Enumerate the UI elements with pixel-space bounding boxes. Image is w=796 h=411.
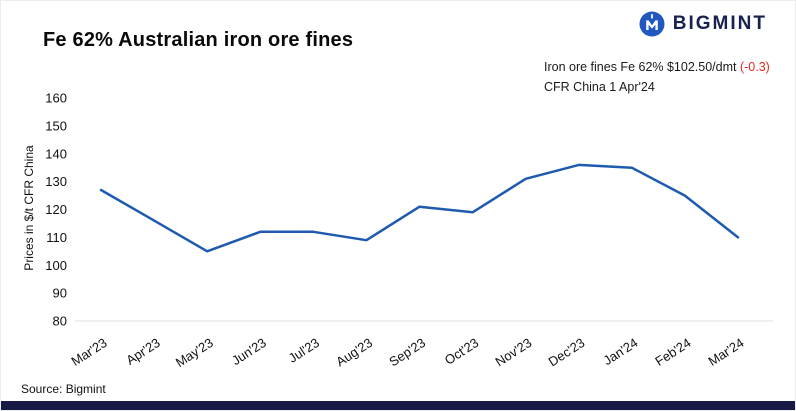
chart-title: Fe 62% Australian iron ore fines <box>43 29 354 51</box>
x-tick-label: Jul'23 <box>286 335 322 366</box>
x-tick-label: Apr'23 <box>123 335 162 368</box>
y-tick-label: 80 <box>53 314 67 329</box>
bigmint-logo-icon <box>639 11 665 37</box>
x-tick-label: Mar'23 <box>68 335 109 369</box>
price-line-chart: 80 90 100 110 120 130 140 150 160 Mar'23 Apr'23 May… <box>45 91 773 370</box>
y-tick-label: 120 <box>45 202 67 217</box>
x-tick-label: Nov'23 <box>493 335 535 369</box>
y-axis-title: Prices in $/t CFR China <box>22 145 36 271</box>
price-annotation: Iron ore fines Fe 62% $102.50/dmt (-0.3)… <box>544 57 770 97</box>
bigmint-logo: BIGMINT <box>639 11 767 37</box>
y-tick-label: 100 <box>45 258 67 273</box>
footer-bar <box>1 401 795 410</box>
x-tick-label: Feb'24 <box>652 335 693 369</box>
bigmint-brand-name: BIGMINT <box>672 13 767 34</box>
y-tick-label: 150 <box>45 118 67 133</box>
source-note: Source: Bigmint <box>21 382 106 396</box>
chart-area: 80 90 100 110 120 130 140 150 160 Mar'23 Apr'23 May… <box>41 86 781 383</box>
x-tick-label: Aug'23 <box>333 335 375 369</box>
x-tick-label: Jan'24 <box>601 335 641 368</box>
x-tick-label: May'23 <box>173 335 216 370</box>
x-tick-label: Sep'23 <box>386 335 428 369</box>
annotation-price-text: Iron ore fines Fe 62% $102.50/dmt <box>544 60 740 74</box>
annotation-change-value: (-0.3) <box>739 60 770 74</box>
y-tick-label: 90 <box>53 286 67 301</box>
x-tick-label: Jun'23 <box>229 335 269 368</box>
y-tick-label: 140 <box>45 146 67 161</box>
y-tick-label: 160 <box>45 91 67 106</box>
x-tick-label: Mar'24 <box>705 335 746 369</box>
annotation-market-text: CFR China 1 Apr'24 <box>544 80 655 94</box>
y-tick-label: 130 <box>45 174 67 189</box>
x-tick-label: Oct'23 <box>442 335 481 368</box>
x-tick-label: Dec'23 <box>546 335 588 369</box>
y-tick-label: 110 <box>46 230 67 245</box>
price-line <box>99 163 740 253</box>
